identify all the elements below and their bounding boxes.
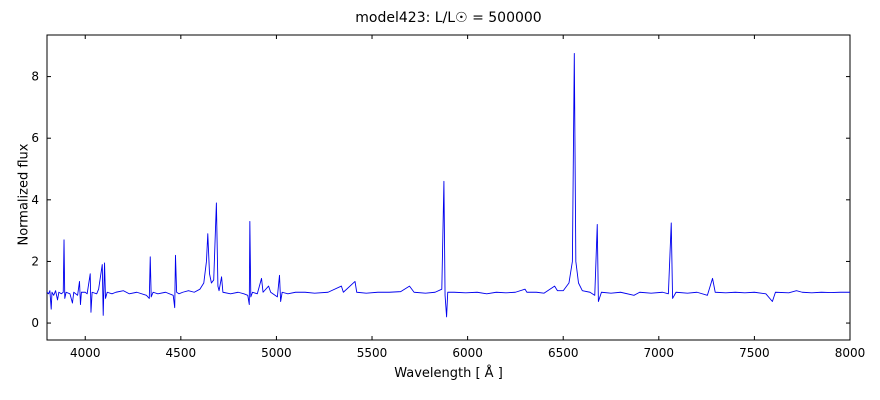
x-tick-label: 5000 [261,346,292,360]
x-tick-label: 4500 [166,346,197,360]
y-tick-label: 8 [31,70,39,84]
y-tick-label: 4 [31,193,39,207]
chart-title: model423: L/L☉ = 500000 [355,10,542,26]
y-tick-label: 6 [31,131,39,145]
axis-ticks [47,35,851,340]
x-tick-label: 7000 [644,346,675,360]
x-tick-label: 5500 [357,346,388,360]
spectrum-line [47,53,850,318]
x-tick-label: 6000 [452,346,483,360]
axis-tick-labels: 4000 4500 5000 5500 6000 6500 7000 7500 8000 0 2 4 6… [31,70,865,360]
x-tick-label: 4000 [70,346,101,360]
y-axis-label: Normalized flux [16,143,32,246]
x-tick-label: 8000 [835,346,866,360]
y-tick-label: 2 [31,254,39,268]
y-tick-label: 0 [31,316,39,330]
x-tick-label: 7500 [739,346,770,360]
x-tick-label: 6500 [548,346,579,360]
x-axis-label: Wavelength [ Å ] [394,366,503,381]
plot-frame [46,34,851,341]
